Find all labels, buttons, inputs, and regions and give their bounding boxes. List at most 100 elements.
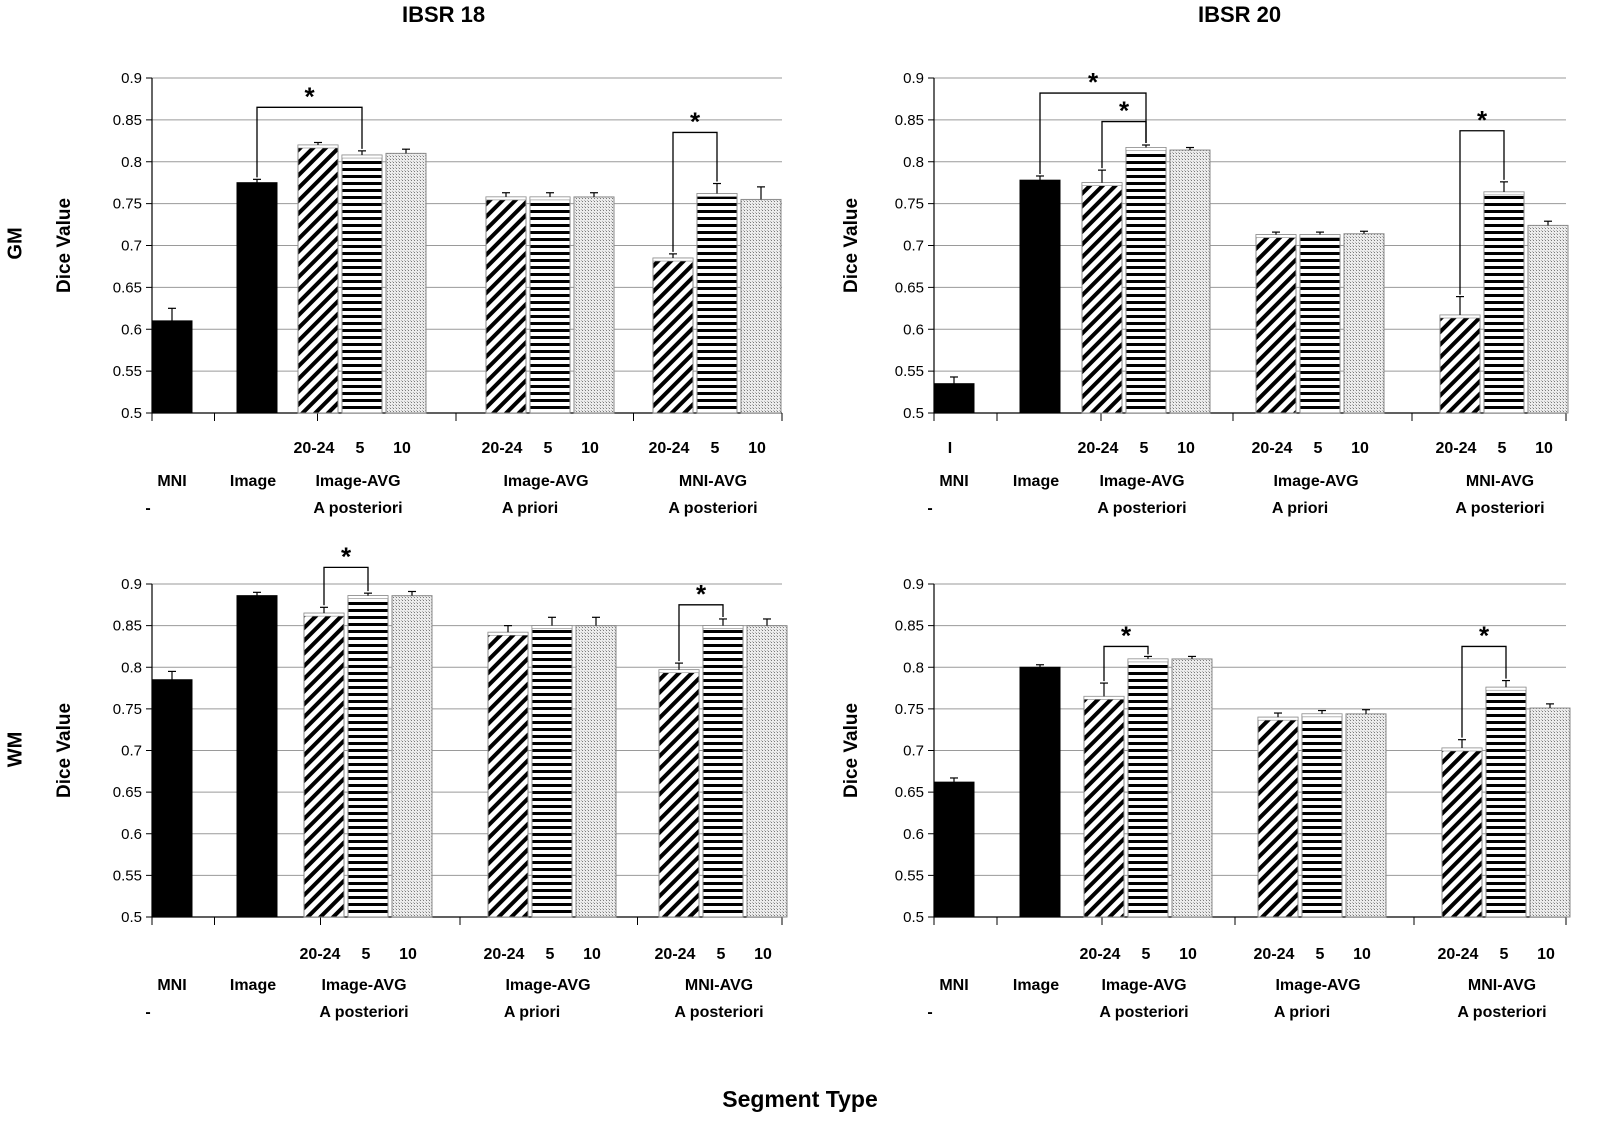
bar — [1439, 314, 1481, 414]
bar — [573, 196, 615, 414]
bar — [1019, 666, 1061, 918]
x-group-label: Image-AVG — [503, 473, 588, 490]
x-subcategory-label: 20-24 — [655, 946, 696, 963]
significance-star: * — [341, 541, 352, 571]
bar — [1081, 182, 1123, 414]
chart-panel-2: 0.5 0.55 0.6 0.65 0.7 0.75 0.8 0.85 0.9 Dice Valu… — [841, 67, 1569, 517]
bar-cap — [1299, 234, 1341, 238]
chart-panel-3: 0.5 0.55 0.6 0.65 0.7 0.75 0.8 0.85 0.9 Dice Valu… — [54, 541, 788, 1021]
y-tick-label: 0.75 — [113, 701, 142, 718]
x-subcategory-label: 5 — [1140, 440, 1149, 457]
x-subcategory-label: I — [948, 440, 952, 457]
bar-cap — [1255, 234, 1297, 238]
y-tick-label: 0.55 — [895, 363, 924, 380]
x-subcategory-label: 10 — [1351, 440, 1369, 457]
bar — [151, 679, 193, 918]
bar — [696, 193, 738, 414]
x-group-sublabel: A priori — [504, 1004, 560, 1021]
x-subcategory-label: 10 — [581, 440, 599, 457]
x-subcategory-label: 20-24 — [649, 440, 690, 457]
y-tick-label: 0.65 — [895, 279, 924, 296]
x-subcategory-label: 5 — [1316, 946, 1325, 963]
bar-cap — [702, 625, 744, 629]
x-group-label: Image-AVG — [1275, 977, 1360, 994]
x-subcategory-label: 20-24 — [300, 946, 341, 963]
bar — [746, 625, 788, 918]
x-subcategory-label: 5 — [544, 440, 553, 457]
x-subcategory-label: 5 — [1314, 440, 1323, 457]
y-tick-label: 0.85 — [895, 112, 924, 129]
x-group-label: MNI-AVG — [1468, 977, 1536, 994]
y-tick-label: 0.5 — [121, 405, 142, 422]
y-tick-label: 0.9 — [903, 70, 924, 87]
y-axis-title: Dice Value — [841, 703, 862, 798]
bar — [1169, 149, 1211, 414]
bar — [151, 320, 193, 414]
y-tick-label: 0.65 — [113, 784, 142, 801]
y-tick-label: 0.65 — [895, 784, 924, 801]
x-group-sublabel: A priori — [1274, 1004, 1330, 1021]
x-subcategory-label: 20-24 — [1080, 946, 1121, 963]
x-subcategory-label: 10 — [748, 440, 766, 457]
x-group-label: Image-AVG — [505, 977, 590, 994]
y-tick-label: 0.8 — [121, 659, 142, 676]
x-group-label: MNI-AVG — [685, 977, 753, 994]
y-tick-label: 0.85 — [895, 618, 924, 635]
bar-cap — [1483, 191, 1525, 196]
bar — [487, 631, 529, 918]
bar — [1171, 658, 1213, 918]
x-subcategory-label: 5 — [717, 946, 726, 963]
bar — [1299, 234, 1341, 414]
bar — [303, 612, 345, 918]
y-tick-label: 0.7 — [903, 743, 924, 760]
y-tick-label: 0.85 — [113, 112, 142, 129]
x-group-sublabel: - — [927, 500, 932, 517]
x-group-label: Image-AVG — [315, 473, 400, 490]
x-group-label: MNI — [939, 977, 968, 994]
x-subcategory-label: 20-24 — [1252, 440, 1293, 457]
y-tick-label: 0.5 — [903, 909, 924, 926]
significance-star: * — [696, 579, 707, 609]
bar-cap — [1439, 314, 1481, 319]
bar — [347, 595, 389, 918]
significance-star: * — [1088, 67, 1099, 97]
col-title-ibsr-18: IBSR 18 — [402, 2, 486, 27]
y-tick-label: 0.6 — [903, 826, 924, 843]
bar — [1485, 686, 1527, 918]
significance-star: * — [304, 81, 315, 111]
x-subcategory-label: 10 — [1179, 946, 1197, 963]
y-tick-label: 0.85 — [113, 618, 142, 635]
x-subcategory-label: 10 — [1537, 946, 1555, 963]
x-subcategory-label: 5 — [1500, 946, 1509, 963]
bar-cap — [297, 144, 339, 149]
x-group-sublabel: - — [927, 1004, 932, 1021]
x-subcategory-label: 10 — [1177, 440, 1195, 457]
x-subcategory-label: 10 — [393, 440, 411, 457]
x-group-label: Image-AVG — [1099, 473, 1184, 490]
x-subcategory-label: 5 — [362, 946, 371, 963]
bar-cap — [531, 625, 573, 629]
x-group-label: Image-AVG — [321, 977, 406, 994]
x-group-sublabel: A posteriori — [668, 500, 757, 517]
x-subcategory-label: 5 — [356, 440, 365, 457]
x-subcategory-label: 5 — [546, 946, 555, 963]
x-subcategory-label: 20-24 — [1438, 946, 1479, 963]
bar-cap — [341, 154, 383, 159]
bar — [1127, 658, 1169, 918]
significance-star: * — [1121, 620, 1132, 650]
bar — [740, 198, 782, 414]
y-axis-title: Dice Value — [841, 198, 862, 293]
y-tick-label: 0.6 — [121, 321, 142, 338]
x-subcategory-label: 10 — [583, 946, 601, 963]
significance-bracket — [1459, 130, 1505, 295]
x-subcategory-label: 20-24 — [294, 440, 335, 457]
bar-cap — [1125, 147, 1167, 151]
chart-panel-4: 0.5 0.55 0.6 0.65 0.7 0.75 0.8 0.85 0.9 Dice Valu… — [841, 576, 1571, 1021]
x-group-sublabel: A posteriori — [674, 1004, 763, 1021]
y-axis-title: Dice Value — [54, 198, 75, 293]
y-tick-label: 0.7 — [121, 743, 142, 760]
significance-bracket — [1101, 120, 1147, 169]
x-subcategory-label: 5 — [1498, 440, 1507, 457]
y-axis-title: Dice Value — [54, 703, 75, 798]
y-tick-label: 0.7 — [121, 238, 142, 255]
